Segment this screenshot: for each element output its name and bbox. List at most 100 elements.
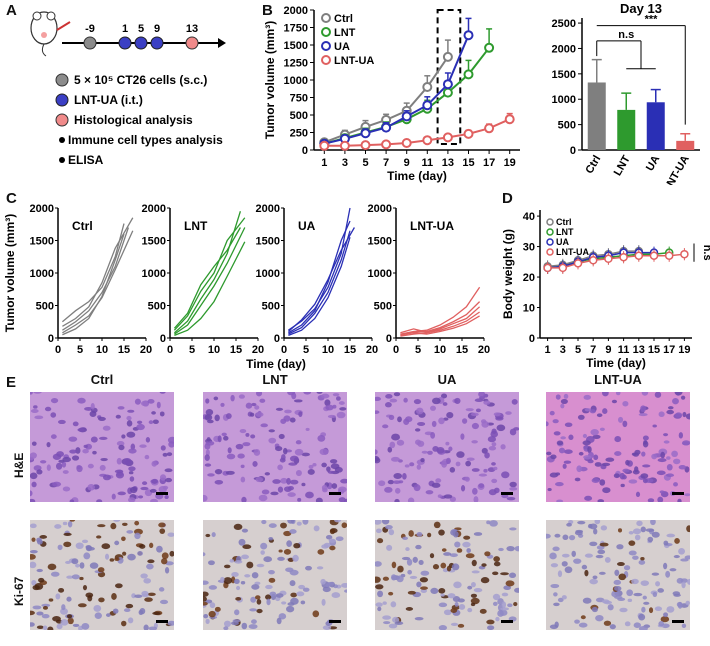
cell-nucleus <box>415 407 424 415</box>
cell-nucleus <box>85 592 94 598</box>
cell-nucleus <box>550 583 560 589</box>
cell-nucleus <box>278 549 283 553</box>
cell-nucleus <box>32 605 42 610</box>
cell-nucleus <box>480 577 490 584</box>
y-tick-label: 500 <box>36 301 54 313</box>
cell-nucleus <box>209 602 216 609</box>
cell-nucleus <box>416 581 422 588</box>
cell-nucleus <box>638 625 648 630</box>
cell-nucleus <box>317 434 326 442</box>
cell-nucleus <box>242 442 251 447</box>
legend-marker <box>321 13 331 23</box>
cell-nucleus <box>72 623 80 627</box>
panel-label-a: A <box>6 2 17 19</box>
cell-nucleus <box>509 428 517 436</box>
cell-nucleus <box>509 481 517 488</box>
cell-nucleus <box>578 451 584 456</box>
cell-nucleus <box>289 417 296 423</box>
histology-row-title: Ki-67 <box>12 576 26 606</box>
cell-nucleus <box>203 591 209 597</box>
cell-nucleus <box>325 534 333 540</box>
legend-marker <box>321 55 331 65</box>
cell-nucleus <box>122 457 132 465</box>
cell-nucleus <box>77 603 87 608</box>
ki67-stain-image <box>30 520 174 630</box>
cell-nucleus <box>233 523 243 530</box>
cell-nucleus <box>164 495 169 500</box>
histology-texture <box>375 392 519 502</box>
cell-nucleus <box>115 471 124 479</box>
chart-title: Day 13 <box>620 1 662 16</box>
cell-nucleus <box>573 558 582 564</box>
x-tick-label: 9 <box>404 157 410 169</box>
cell-nucleus <box>412 556 418 563</box>
cell-nucleus <box>387 446 393 453</box>
cell-nucleus <box>204 414 213 421</box>
legend-a-item: 5 × 10⁵ CT26 cells (s.c.) <box>74 73 207 87</box>
cell-nucleus <box>402 536 408 541</box>
cell-nucleus <box>557 570 563 578</box>
cell-nucleus <box>403 418 410 425</box>
cell-nucleus <box>98 436 108 440</box>
cell-nucleus <box>500 607 510 611</box>
cell-nucleus <box>384 486 393 493</box>
cell-nucleus <box>462 541 471 548</box>
cell-nucleus <box>308 464 314 469</box>
cell-nucleus <box>275 446 283 452</box>
cell-nucleus <box>425 490 434 495</box>
histology-column-title: LNT <box>262 372 288 387</box>
cell-nucleus <box>385 394 393 399</box>
individual-line-LNT <box>173 217 246 331</box>
x-tick-label: 0 <box>393 344 399 356</box>
cell-nucleus <box>225 470 235 475</box>
ki67-stain-image <box>546 520 690 630</box>
cell-nucleus <box>98 416 106 422</box>
y-tick-label: 1000 <box>368 268 392 280</box>
cell-nucleus <box>295 440 302 445</box>
cell-nucleus <box>415 544 422 550</box>
cell-nucleus <box>599 542 609 547</box>
cell-nucleus <box>263 556 273 563</box>
cell-nucleus <box>665 570 671 578</box>
y-axis-label: Body weight (g) <box>502 229 515 319</box>
cell-nucleus <box>46 464 51 471</box>
cell-nucleus <box>260 423 268 428</box>
cell-nucleus <box>387 479 394 485</box>
x-tick-label: 20 <box>140 344 152 356</box>
data-point <box>422 100 433 111</box>
cell-nucleus <box>152 419 159 425</box>
cell-nucleus <box>50 434 57 439</box>
cell-nucleus <box>208 560 215 566</box>
cell-nucleus <box>389 398 398 403</box>
cell-nucleus <box>666 456 671 460</box>
cell-nucleus <box>156 401 161 409</box>
y-tick-label: 2000 <box>142 203 166 215</box>
cell-nucleus <box>109 558 115 562</box>
cell-nucleus <box>324 399 331 407</box>
cell-nucleus <box>481 447 488 454</box>
cell-nucleus <box>344 589 347 593</box>
cell-nucleus <box>239 429 247 434</box>
cell-nucleus <box>493 561 501 567</box>
cell-nucleus <box>686 525 690 533</box>
cell-nucleus <box>501 471 510 479</box>
cell-nucleus <box>71 574 80 580</box>
cell-nucleus <box>303 392 312 395</box>
cell-nucleus <box>492 601 498 607</box>
cell-nucleus <box>633 622 641 628</box>
y-axis-label: Tumor volume (mm³) <box>263 21 277 139</box>
cell-nucleus <box>30 409 39 413</box>
cell-nucleus <box>381 520 390 525</box>
y-tick-label: 2000 <box>284 5 308 17</box>
cell-nucleus <box>77 428 85 432</box>
cell-nucleus <box>377 590 384 598</box>
x-tick-label: 3 <box>560 344 566 356</box>
cell-nucleus <box>552 546 560 552</box>
cell-nucleus <box>680 395 686 400</box>
cell-nucleus <box>214 606 221 612</box>
data-point <box>319 140 330 151</box>
cell-nucleus <box>71 558 79 565</box>
data-point <box>664 251 674 260</box>
cell-nucleus <box>659 490 665 494</box>
cell-nucleus <box>229 559 235 563</box>
